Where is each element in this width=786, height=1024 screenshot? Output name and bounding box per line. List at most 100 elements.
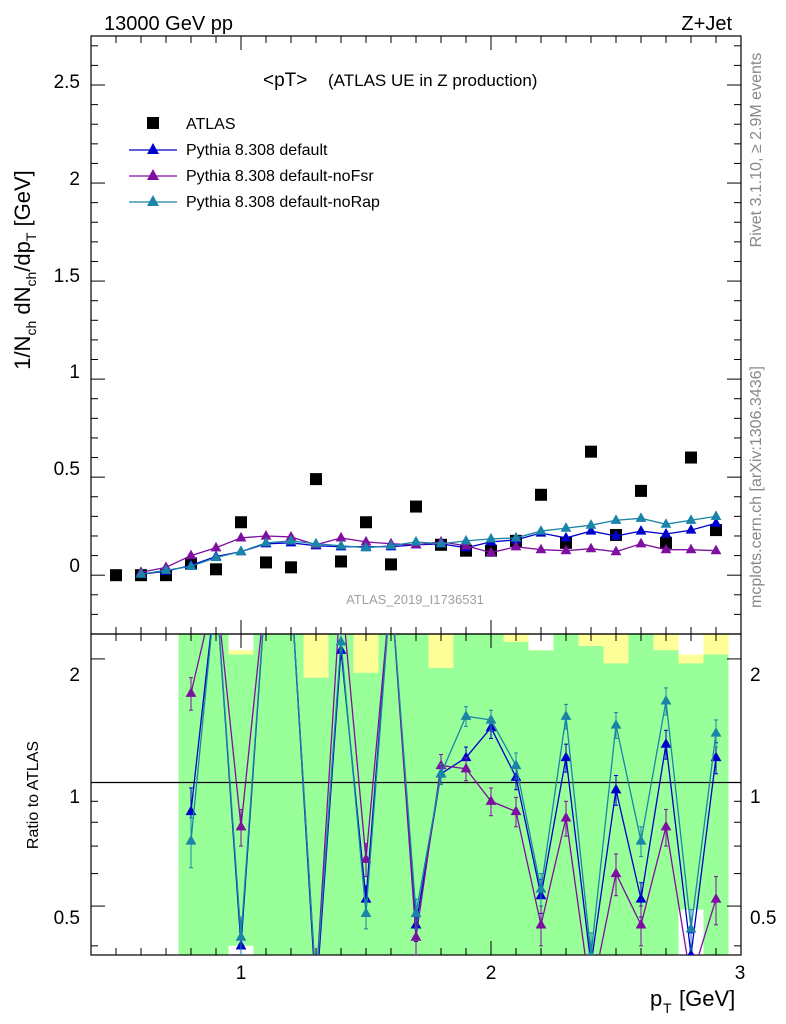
y-axis-label-main: 1/Nch dNch/dpT [GeV] xyxy=(10,170,39,370)
x-axis-label-unit: [GeV] xyxy=(679,986,735,1011)
data-point-atlas xyxy=(210,563,222,576)
y-tick-label: 1.5 xyxy=(54,266,80,287)
series-marker xyxy=(585,519,597,529)
series-marker xyxy=(660,518,672,528)
header-left: 13000 GeV pp xyxy=(104,13,233,35)
ratio-series-marker xyxy=(410,907,422,917)
data-point-atlas xyxy=(260,556,272,569)
legend-label-s3: Pythia 8.308 default-noRap xyxy=(186,194,380,211)
series-marker xyxy=(710,510,722,520)
ratio-band-green xyxy=(603,663,629,955)
ratio-series-marker xyxy=(510,759,522,770)
y-tick-label-right: 1 xyxy=(750,787,761,808)
series-marker xyxy=(285,534,297,545)
ratio-band-white xyxy=(528,634,554,651)
ratio-series-marker xyxy=(235,820,247,831)
ratio-series-marker xyxy=(360,853,372,863)
data-point-atlas xyxy=(685,451,697,464)
series-marker xyxy=(635,512,647,522)
legend-label-s2: Pythia 8.308 default-noFsr xyxy=(186,168,374,185)
y-tick-label: 1 xyxy=(69,787,80,808)
data-point-atlas xyxy=(235,516,247,529)
ratio-uncertainty-bands xyxy=(91,634,741,955)
ratio-series-marker xyxy=(360,893,372,903)
ratio-series-marker xyxy=(510,805,522,816)
data-point-atlas xyxy=(535,488,547,501)
series-marker xyxy=(685,524,697,534)
series-marker xyxy=(135,568,147,578)
ratio-series-marker xyxy=(435,767,447,778)
ratio-series-marker xyxy=(185,835,197,845)
ratio-series-marker xyxy=(335,635,347,646)
legend-label-s1: Pythia 8.308 default xyxy=(186,142,328,159)
x-axis-label-p: p xyxy=(650,986,662,1011)
series-marker xyxy=(635,525,647,535)
series-marker xyxy=(210,551,222,562)
series-marker xyxy=(510,531,522,542)
series-marker xyxy=(535,543,547,554)
series-marker xyxy=(235,545,247,556)
series-marker xyxy=(610,529,622,540)
data-point-atlas xyxy=(360,516,372,529)
mcplots-label: mcplots.cern.ch [arXiv:1306.3436] xyxy=(748,366,765,608)
series-marker xyxy=(260,529,272,540)
ratio-series-marker xyxy=(587,949,595,955)
ratio-band-green xyxy=(328,634,354,955)
series-marker xyxy=(610,545,622,556)
series-marker xyxy=(410,535,422,546)
y-tick-label: 2.5 xyxy=(54,72,80,93)
ratio-series-marker xyxy=(535,918,547,929)
data-point-atlas xyxy=(310,473,322,486)
x-tick-label: 2 xyxy=(486,963,497,984)
ratio-clipped-group xyxy=(185,634,722,955)
series-marker xyxy=(160,564,172,574)
series-marker xyxy=(660,528,672,538)
series-marker xyxy=(435,537,447,548)
y-tick-label: 0.5 xyxy=(54,908,80,929)
ratio-y-tick-labels: 0.5 1 2 0.5 1 2 xyxy=(54,665,777,929)
series-marker xyxy=(310,537,322,548)
ratio-series-line xyxy=(190,634,717,955)
ratio-series-marker xyxy=(460,751,472,762)
x-tick-label: 1 xyxy=(236,963,247,984)
y-tick-label-right: 0.5 xyxy=(750,908,776,929)
series-marker xyxy=(710,517,722,527)
ratio-series-marker xyxy=(660,820,672,831)
ratio-series-marker xyxy=(560,710,572,720)
series-marker xyxy=(710,544,722,555)
x-tick-labels: 1 2 3 xyxy=(236,963,746,984)
ratio-band-white xyxy=(678,634,704,655)
series-marker xyxy=(635,537,647,548)
ratio-series-marker xyxy=(635,893,647,903)
series-marker xyxy=(360,535,372,546)
data-point-atlas xyxy=(285,561,297,574)
series-marker xyxy=(485,532,497,543)
ratio-series-line xyxy=(190,634,717,955)
series-marker xyxy=(585,525,597,535)
main-y-tick-labels: 0 0.5 1 1.5 2 2.5 xyxy=(54,72,80,577)
series-marker xyxy=(360,541,372,552)
series-marker xyxy=(610,514,622,524)
x-axis-label-sub: T xyxy=(663,1000,672,1016)
series-marker xyxy=(235,531,247,542)
ratio-band-green xyxy=(253,634,304,955)
ratio-series-marker xyxy=(660,694,672,705)
series-marker xyxy=(685,514,697,524)
series-marker xyxy=(485,546,497,557)
data-point-atlas xyxy=(635,484,647,497)
legend-marker-s2 xyxy=(147,169,159,180)
ratio-series-marker xyxy=(687,949,695,955)
legend: ATLAS Pythia 8.308 default Pythia 8.308 … xyxy=(129,116,380,211)
main-panel-series xyxy=(110,445,722,582)
ratio-series-marker xyxy=(635,835,647,845)
ratio-band-green xyxy=(303,677,329,955)
ratio-series-marker xyxy=(710,726,722,737)
y-tick-label: 2 xyxy=(69,665,80,686)
series-marker xyxy=(560,531,572,542)
series-marker xyxy=(460,539,472,550)
ratio-series-marker xyxy=(710,893,722,903)
data-point-atlas xyxy=(410,500,422,513)
series-marker xyxy=(560,522,572,532)
ratio-series-marker xyxy=(485,713,497,724)
